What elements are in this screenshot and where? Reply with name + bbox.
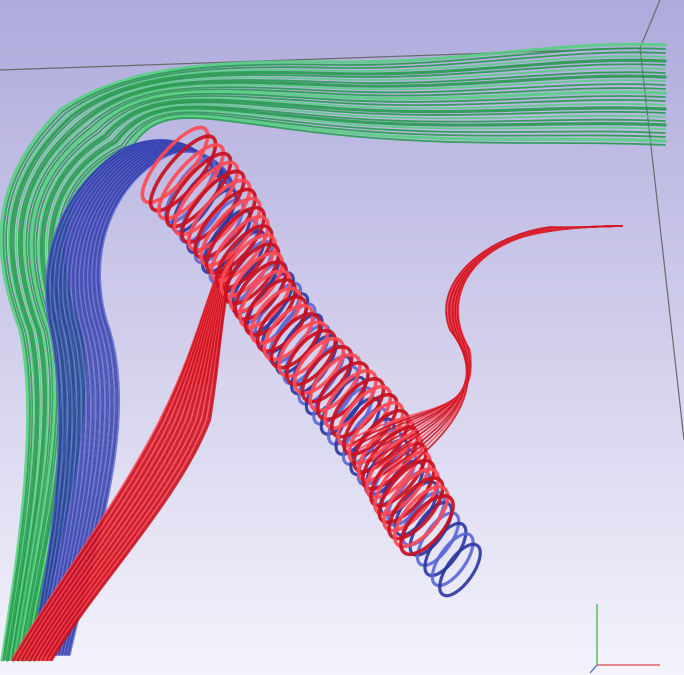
red-helix-loop <box>269 312 322 370</box>
green-streamline <box>16 90 667 662</box>
red-helix-loop <box>342 392 399 457</box>
red-helix-loop <box>347 400 405 465</box>
red-helix-loop <box>193 187 257 260</box>
red-branch-streamline <box>389 225 623 481</box>
red-helix-loop <box>387 476 445 541</box>
red-helix-loop <box>399 493 455 557</box>
axis-z <box>589 664 598 674</box>
green-streamline <box>3 51 666 661</box>
bbox-vertical-edge <box>639 0 661 49</box>
green-streamline <box>10 71 666 661</box>
bbox-right-edge <box>639 47 684 441</box>
green-streamline <box>11 74 667 662</box>
red-helix-loop <box>180 169 246 245</box>
green-streamline <box>5 55 666 661</box>
axes-triad <box>589 604 660 674</box>
red-helix-loop <box>204 205 266 275</box>
green-streamline <box>9 67 666 661</box>
bbox-top-edge <box>0 47 641 71</box>
red-helix-loop <box>187 178 252 252</box>
red-branch-streamlines <box>349 225 623 481</box>
red-helix-loop <box>238 269 293 329</box>
red-helix-loop <box>382 467 440 533</box>
green-streamline <box>16 87 666 661</box>
red-helix-loop <box>277 320 330 378</box>
red-helix-loop <box>209 215 270 283</box>
red-helix-loop <box>199 196 262 268</box>
green-streamline <box>20 95 666 661</box>
green-streamline <box>18 92 666 661</box>
green-streamline <box>5 58 667 662</box>
green-streamline <box>0 42 667 662</box>
red-helix-loop <box>292 336 346 395</box>
blue-helix-loop <box>430 532 475 588</box>
bounding-box <box>0 0 684 441</box>
blue-helix-loop <box>438 542 482 598</box>
red-helix-loop <box>284 328 337 387</box>
red-helix-loop <box>300 345 354 404</box>
red-streamlines <box>10 248 237 662</box>
green-streamline <box>14 83 666 661</box>
red-streamline <box>50 248 237 662</box>
red-helix-loop <box>233 260 288 321</box>
green-streamline <box>7 63 666 661</box>
green-streamline <box>2 47 666 661</box>
red-helix-loop <box>392 485 450 549</box>
red-helix-loop <box>140 125 210 205</box>
green-streamline <box>13 79 666 661</box>
